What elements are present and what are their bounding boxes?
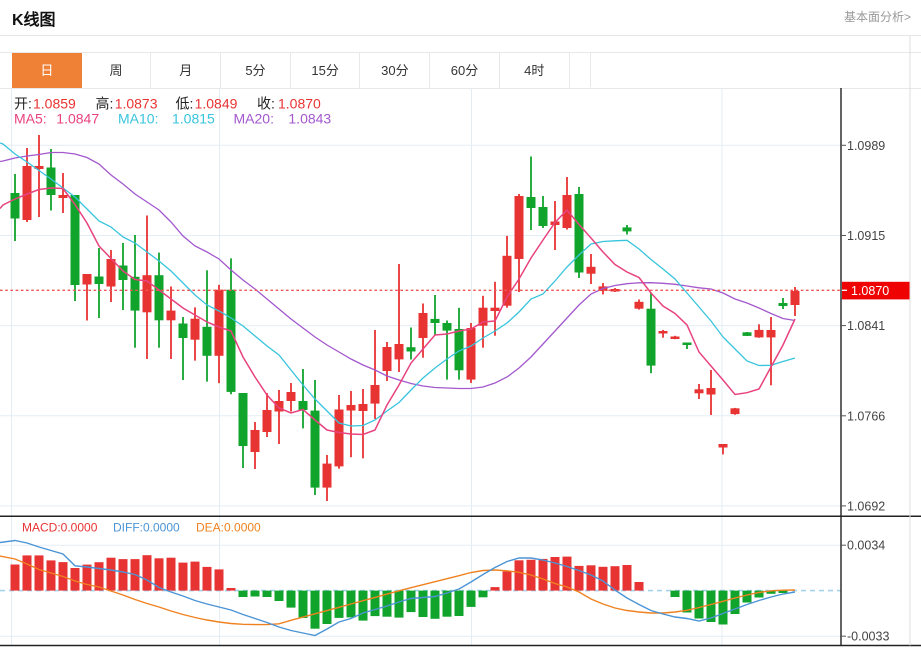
svg-text:1.0766: 1.0766 xyxy=(847,409,885,423)
svg-text:1.0989: 1.0989 xyxy=(847,139,885,153)
svg-text:1.0915: 1.0915 xyxy=(847,229,885,243)
svg-text:1.0870: 1.0870 xyxy=(851,284,889,298)
svg-text:0.0034: 0.0034 xyxy=(847,539,885,553)
svg-text:1.0841: 1.0841 xyxy=(847,319,885,333)
svg-text:-0.0033: -0.0033 xyxy=(847,630,889,644)
svg-text:1.0692: 1.0692 xyxy=(847,499,885,513)
